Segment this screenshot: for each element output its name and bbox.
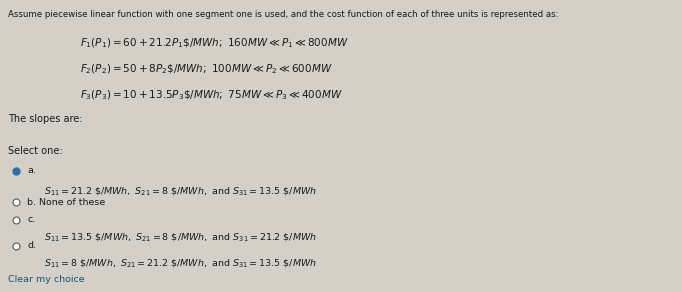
Text: $F_2(P_2) = 50 + 8P_2\$/MWh;\ 100MW \ll P_2 \ll 600MW$: $F_2(P_2) = 50 + 8P_2\$/MWh;\ 100MW \ll … [80, 62, 332, 76]
Text: d.: d. [27, 241, 36, 251]
Text: $F_3(P_3) = 10 + 13.5P_3\$/MWh;\ 75MW \ll P_3 \ll 400MW$: $F_3(P_3) = 10 + 13.5P_3\$/MWh;\ 75MW \l… [80, 88, 342, 102]
Text: $S_{11} = 21.2\ \$/MWh,\ S_{21} = 8\ \$/MWh,\ \mathrm{and}\ S_{31} = 13.5\ \$/MW: $S_{11} = 21.2\ \$/MWh,\ S_{21} = 8\ \$/… [44, 185, 317, 197]
Text: $F_1(P_1) = 60 + 21.2P_1\$/MWh;\ 160MW \ll P_1 \ll 800MW$: $F_1(P_1) = 60 + 21.2P_1\$/MWh;\ 160MW \… [80, 36, 349, 50]
Text: Assume piecewise linear function with one segment one is used, and the cost func: Assume piecewise linear function with on… [8, 10, 559, 19]
Text: b. None of these: b. None of these [27, 198, 106, 207]
Text: $S_{11} = 8\ \$/MWh,\ S_{21} = 21.2\ \$/MWh,\ \mathrm{and}\ S_{31} = 13.5\ \$/MW: $S_{11} = 8\ \$/MWh,\ S_{21} = 21.2\ \$/… [44, 257, 317, 269]
Text: c.: c. [27, 215, 35, 225]
Text: Select one:: Select one: [8, 146, 63, 156]
Text: Clear my choice: Clear my choice [8, 275, 85, 284]
Text: The slopes are:: The slopes are: [8, 114, 83, 124]
Text: $S_{11} = 13.5\ \$/MWh,\ S_{21} = 8\ \$/MWh,\ \mathrm{and}\ S_{31} = 21.2\ \$/MW: $S_{11} = 13.5\ \$/MWh,\ S_{21} = 8\ \$/… [44, 231, 317, 243]
Text: a.: a. [27, 166, 36, 175]
